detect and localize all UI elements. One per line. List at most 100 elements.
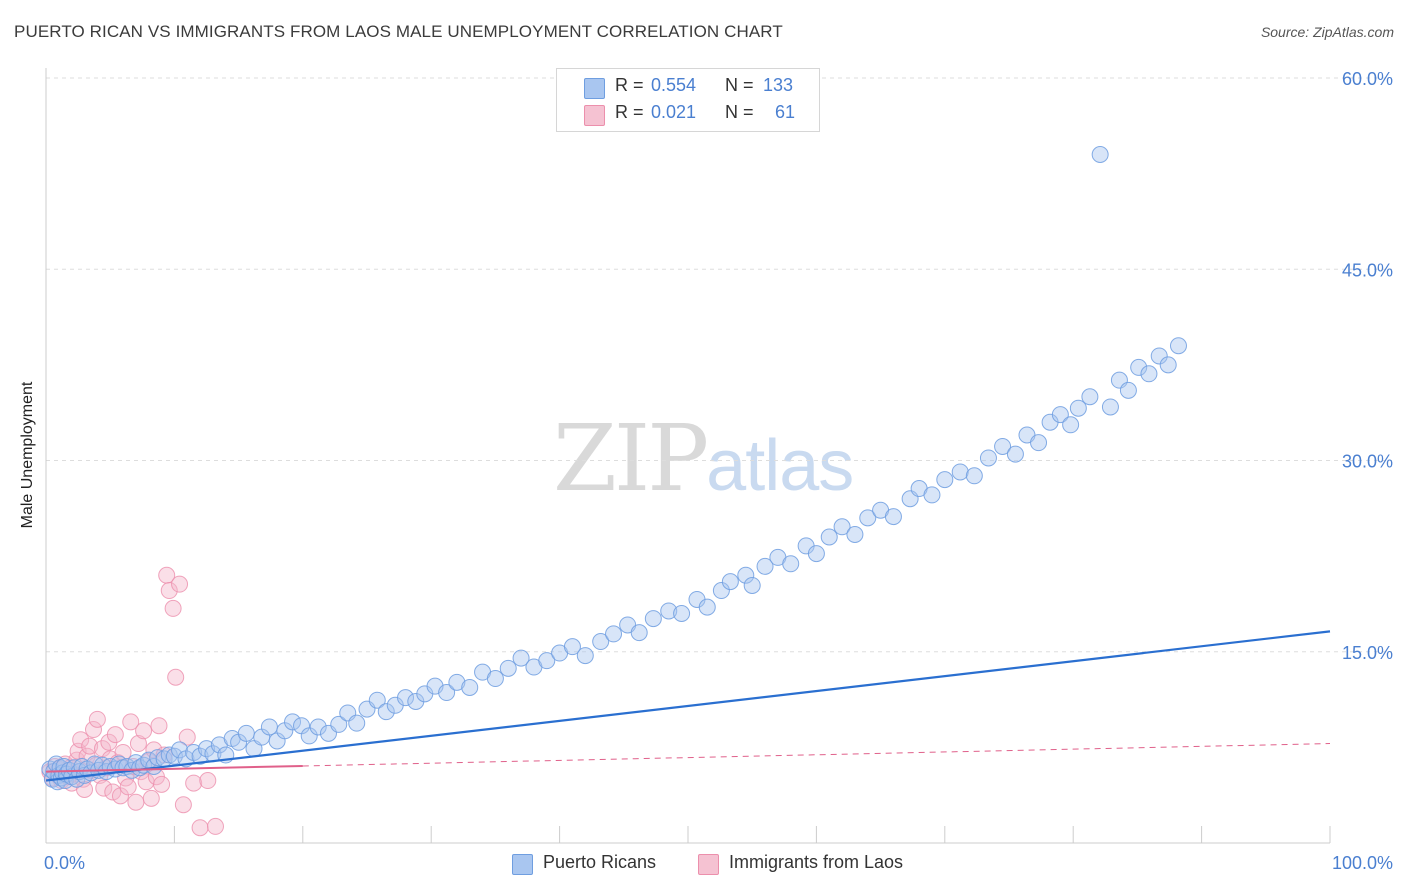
puerto-rican-point <box>1062 416 1080 434</box>
puerto-rican-point <box>712 582 730 600</box>
puerto-rican-point <box>309 718 327 736</box>
puerto-rican-point <box>499 659 517 677</box>
laos-point <box>199 772 217 790</box>
puerto-rican-point <box>563 638 581 656</box>
puerto-ricans-trend-line <box>45 630 1331 782</box>
puerto-rican-point <box>1006 445 1024 463</box>
puerto-rican-point <box>237 724 255 742</box>
watermark: ZIPatlas <box>553 405 854 512</box>
r-value: 0.554 <box>651 75 697 95</box>
puerto-rican-point <box>448 673 466 691</box>
x-tick-label: 100.0% <box>1332 853 1393 873</box>
y-tick-label: 15.0% <box>1342 643 1393 663</box>
puerto-rican-point <box>630 624 648 642</box>
puerto-rican-point <box>461 678 479 696</box>
r-value: 0.021 <box>651 102 697 122</box>
puerto-rican-point <box>486 670 504 688</box>
r-label: R = <box>615 102 644 122</box>
laos-point <box>178 728 196 746</box>
laos-point <box>167 668 185 686</box>
laos-point <box>142 789 160 807</box>
n-label: N = <box>725 75 754 95</box>
laos-point <box>88 710 106 728</box>
puerto-rican-point <box>756 557 774 575</box>
puerto-rican-point <box>965 467 983 485</box>
puerto-rican-point <box>1069 399 1087 417</box>
puerto-rican-point <box>1101 398 1119 416</box>
pink-swatch <box>698 854 719 875</box>
puerto-rican-point <box>923 486 941 504</box>
laos-point <box>153 775 171 793</box>
watermark-zip: ZIP <box>553 405 709 512</box>
laos-point <box>206 817 224 835</box>
puerto-rican-point <box>1169 337 1187 355</box>
blue-swatch <box>512 854 533 875</box>
laos-point <box>171 575 189 593</box>
puerto-rican-point <box>743 576 761 594</box>
puerto-rican-point <box>846 525 864 543</box>
puerto-rican-point <box>737 566 755 584</box>
laos-point <box>185 774 203 792</box>
puerto-rican-point <box>592 633 610 651</box>
tick-labels: 15.0% 30.0% 45.0% 60.0% 0.0% 100.0% <box>44 69 1393 873</box>
puerto-rican-point <box>1051 406 1069 424</box>
puerto-rican-point <box>1081 388 1099 406</box>
blue-swatch <box>584 78 605 99</box>
puerto-rican-point <box>1119 381 1137 399</box>
puerto-rican-point <box>397 689 415 707</box>
laos-point <box>127 793 145 811</box>
laos-point <box>106 726 124 744</box>
puerto-rican-point <box>171 741 189 759</box>
n-label: N = <box>725 102 754 122</box>
puerto-rican-point <box>859 509 877 527</box>
puerto-rican-point <box>260 718 278 736</box>
laos-trend-line-dashed <box>302 743 1331 767</box>
y-tick-label: 30.0% <box>1342 452 1393 472</box>
puerto-rican-point <box>377 703 395 721</box>
laos-point <box>160 582 178 600</box>
puerto-rican-point <box>512 649 530 667</box>
legend-label: Puerto Ricans <box>543 852 657 872</box>
n-value: 61 <box>775 102 796 122</box>
puerto-rican-point <box>979 449 997 467</box>
r-label: R = <box>615 75 644 95</box>
puerto-rican-point <box>782 555 800 573</box>
laos-point <box>191 819 209 837</box>
series-puerto-ricans-points <box>41 146 1187 791</box>
trend-lines <box>45 630 1331 782</box>
x-tick-label: 0.0% <box>44 853 85 873</box>
puerto-rican-point <box>438 684 456 702</box>
puerto-rican-point <box>994 437 1012 455</box>
puerto-rican-point <box>605 625 623 643</box>
puerto-rican-point <box>951 463 969 481</box>
laos-point <box>81 737 99 755</box>
puerto-rican-point <box>673 605 691 622</box>
laos-point <box>85 721 103 739</box>
puerto-rican-point <box>884 508 902 526</box>
puerto-rican-point <box>807 545 825 563</box>
puerto-rican-point <box>1130 358 1148 376</box>
laos-point <box>164 599 182 617</box>
laos-point <box>150 717 168 735</box>
n-value: 133 <box>763 75 794 95</box>
puerto-rican-point <box>348 714 366 732</box>
puerto-rican-point <box>368 691 386 709</box>
laos-point <box>95 779 113 797</box>
chart-title: PUERTO RICAN VS IMMIGRANTS FROM LAOS MAL… <box>14 22 783 41</box>
puerto-rican-point <box>820 528 838 546</box>
pink-swatch <box>584 105 605 126</box>
axes <box>45 68 1331 844</box>
laos-trend-line-solid <box>45 764 303 773</box>
laos-point <box>114 743 132 761</box>
series-laos-points <box>41 566 224 837</box>
laos-point <box>72 731 90 749</box>
puerto-rican-point <box>1030 434 1048 452</box>
puerto-rican-point <box>284 713 302 731</box>
puerto-rican-point <box>698 598 716 616</box>
puerto-rican-point <box>660 602 678 620</box>
puerto-rican-point <box>721 573 739 591</box>
source-label: Source: ZipAtlas.com <box>1260 24 1394 40</box>
legend-label: Immigrants from Laos <box>729 852 904 872</box>
puerto-rican-point <box>1150 347 1168 365</box>
